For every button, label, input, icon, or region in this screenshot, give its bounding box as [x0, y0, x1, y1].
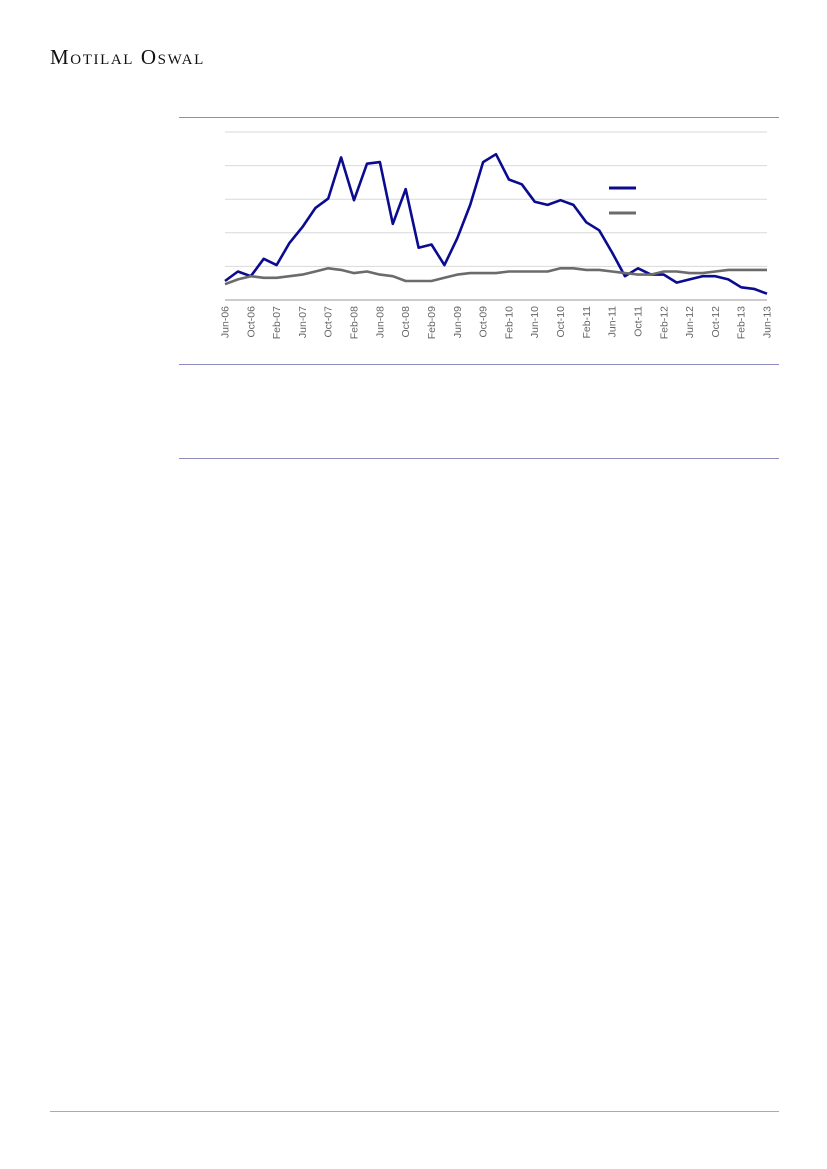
x-tick-label: Oct-12 [710, 306, 722, 338]
x-tick-label: Feb-13 [736, 306, 748, 339]
x-tick-label: Jun-12 [684, 306, 696, 338]
chart-grid [225, 131, 767, 301]
section-rule [179, 458, 779, 459]
x-tick-label: Jun-10 [529, 306, 541, 338]
x-tick-label: Feb-12 [658, 306, 670, 339]
x-tick-label: Feb-11 [581, 306, 593, 339]
x-tick-label: Feb-10 [503, 306, 515, 339]
series-line-2 [224, 267, 767, 286]
x-tick-label: Oct-09 [478, 306, 490, 338]
chart-legend [609, 186, 636, 215]
x-tick-label: Jun-08 [374, 306, 386, 338]
x-tick-label: Jun-09 [452, 306, 464, 338]
brand-logo: Motilal Oswal [50, 45, 205, 69]
series-line-1 [224, 152, 768, 295]
x-tick-label: Feb-07 [271, 306, 283, 339]
x-tick-label: Jun-06 [220, 306, 232, 338]
x-tick-label: Jun-07 [297, 306, 309, 338]
x-axis-ticks: Jun-06 Oct-06 Feb-07 Jun-07 Oct-07 Feb-08 Jun-… [220, 306, 774, 339]
line-chart: Jun-06 Oct-06 Feb-07 Jun-07 Oct-07 Feb-08 Jun-… [220, 131, 774, 339]
chart-top-rule [179, 117, 779, 118]
x-tick-label: Feb-09 [426, 306, 438, 339]
x-tick-label: Oct-10 [555, 306, 567, 338]
footer-rule [50, 1111, 779, 1112]
x-tick-label: Jun-13 [762, 306, 774, 338]
x-tick-label: Jun-11 [607, 306, 619, 337]
chart-bottom-rule [179, 364, 779, 365]
chart-series [224, 152, 768, 295]
x-tick-label: Oct-07 [323, 306, 335, 338]
x-tick-label: Feb-08 [349, 306, 361, 339]
x-tick-label: Oct-08 [400, 306, 412, 338]
x-tick-label: Oct-11 [632, 306, 644, 337]
x-tick-label: Oct-06 [245, 306, 257, 338]
